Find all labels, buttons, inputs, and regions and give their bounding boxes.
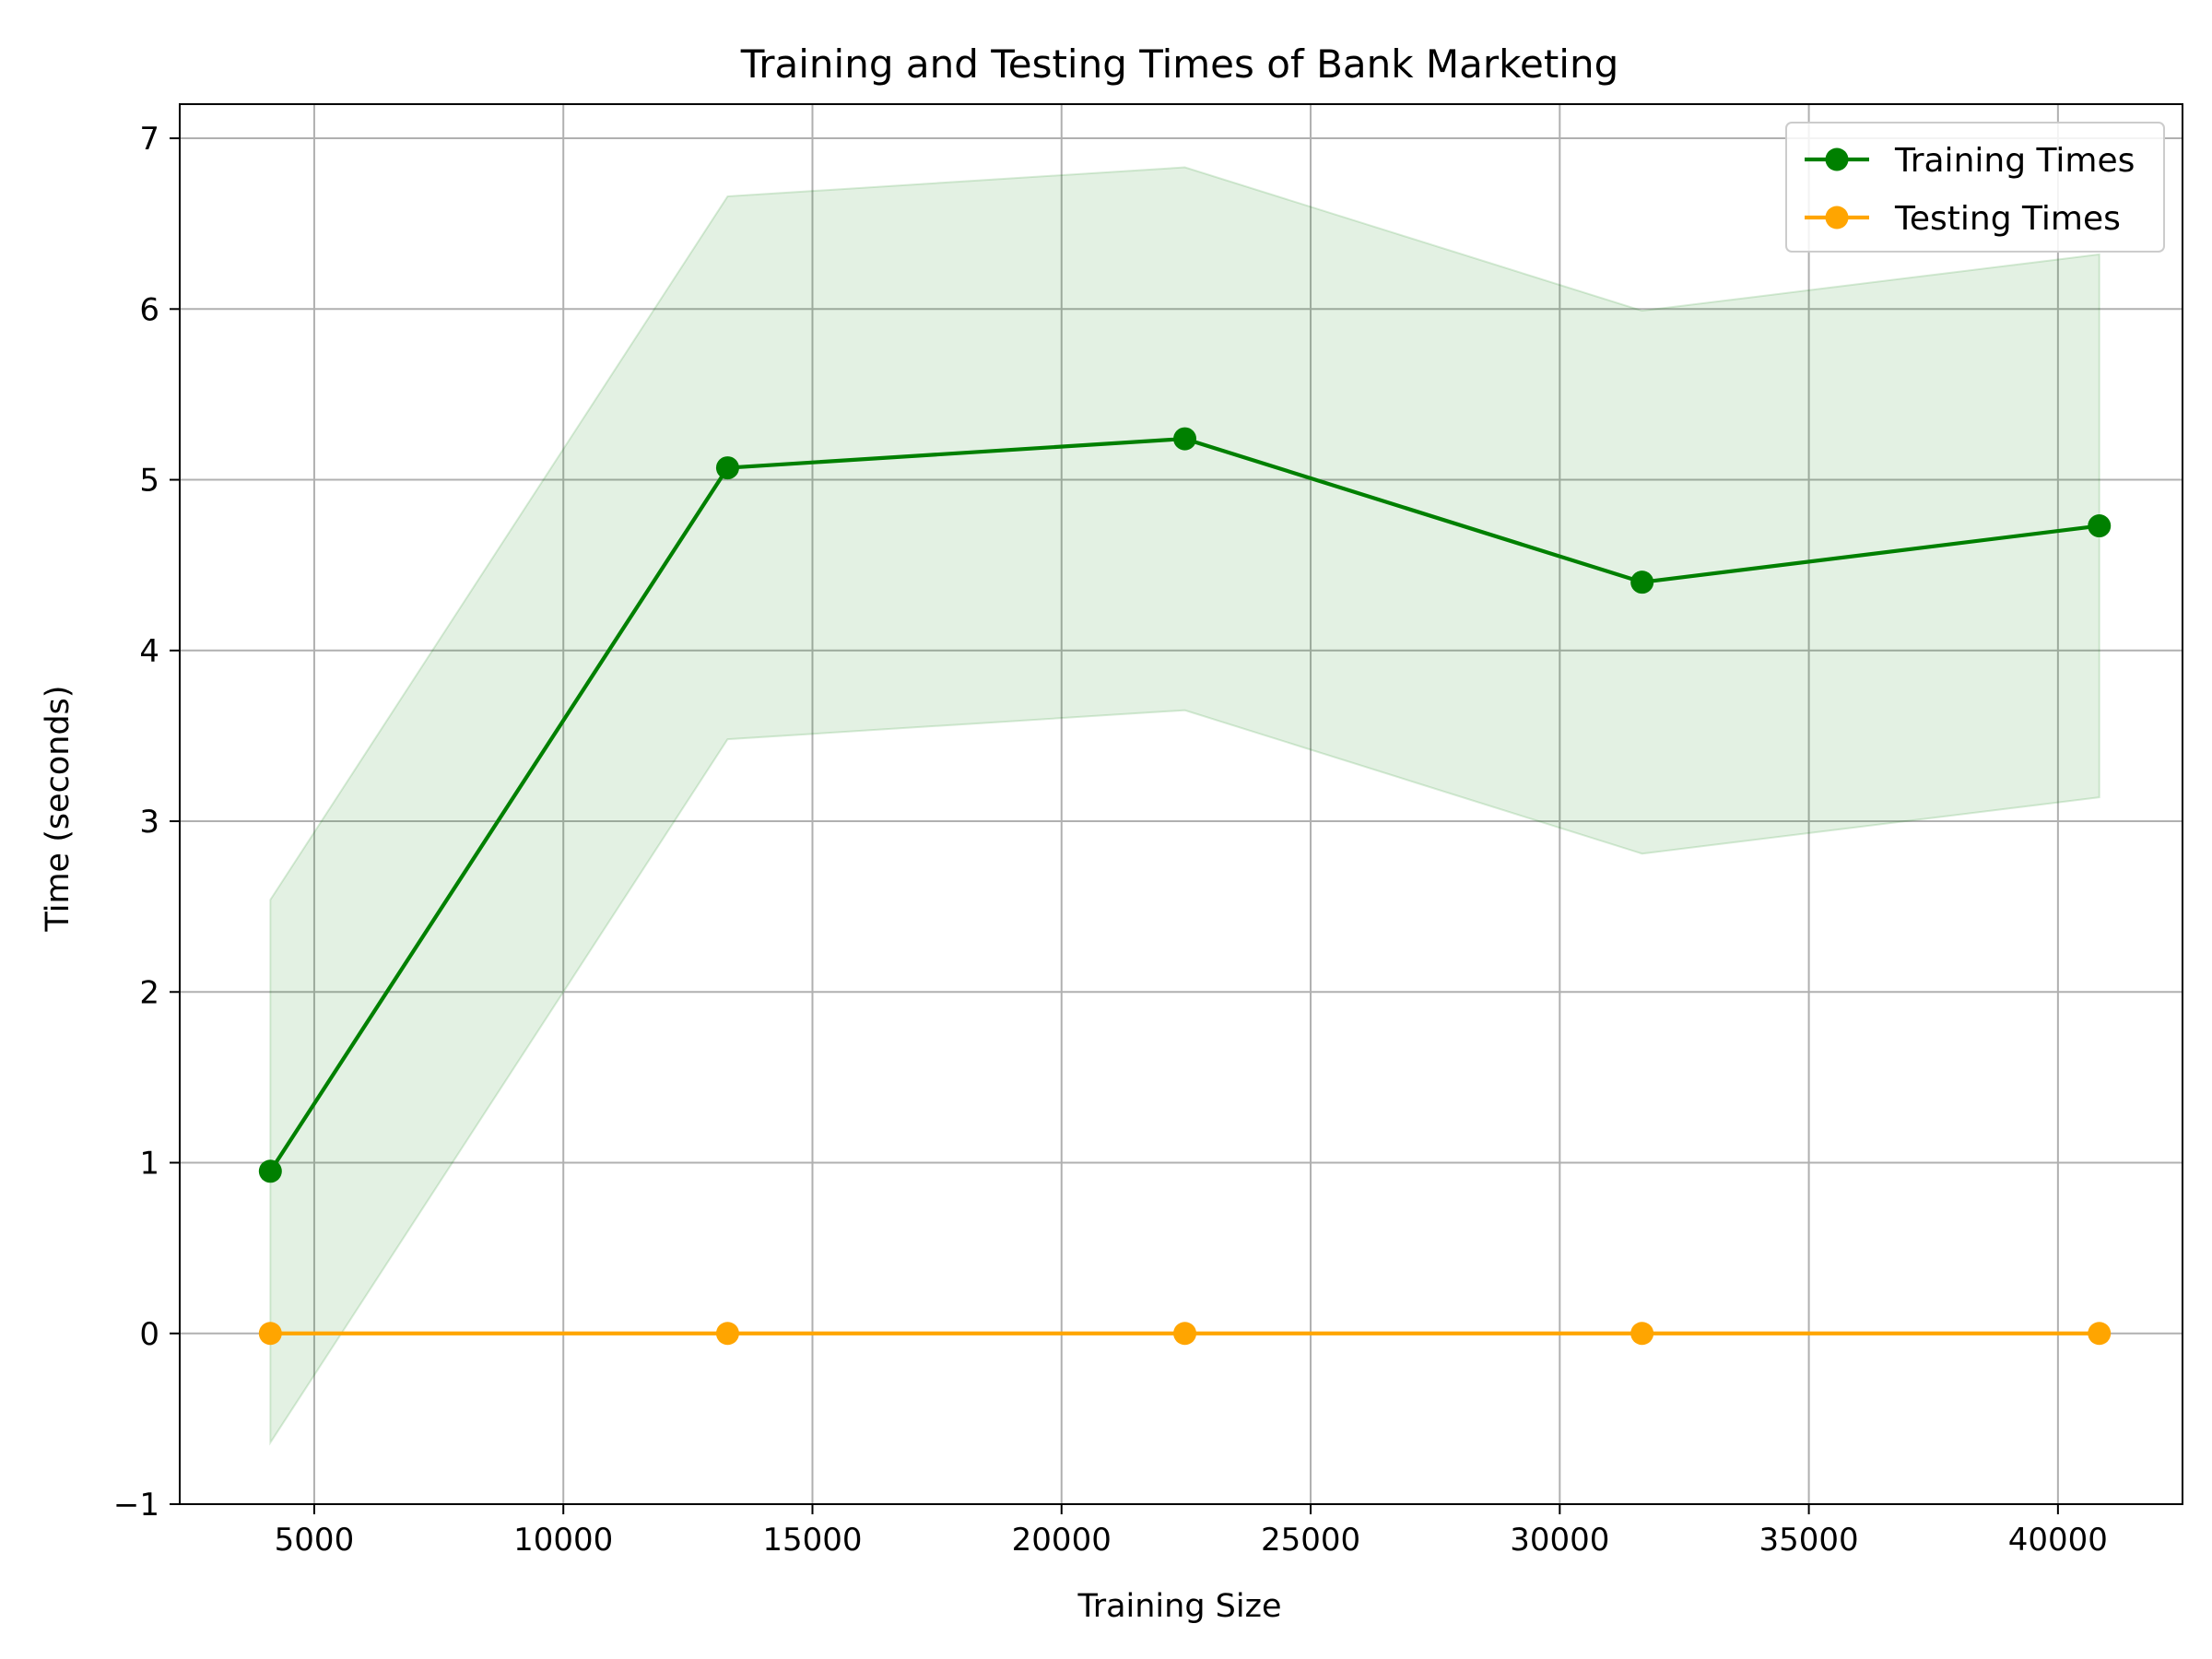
data-point (1173, 427, 1197, 451)
x-tick-label: 5000 (275, 1522, 355, 1559)
plot-area-frame (179, 103, 2183, 1505)
confidence-band (269, 166, 2100, 1446)
y-tick-label: 6 (139, 291, 159, 328)
data-point (258, 1322, 282, 1346)
x-axis-ticks: 5000 10000 15000 20000 25000 30000 35000 40000 (275, 1504, 2108, 1559)
legend: Training Times Testing Times (1785, 122, 2165, 253)
x-axis-label: Training Size (1077, 1588, 1281, 1625)
y-tick-label: 7 (139, 121, 159, 158)
x-tick-label: 40000 (2008, 1522, 2108, 1559)
data-point (715, 1322, 739, 1346)
x-tick-label: 30000 (1510, 1522, 1609, 1559)
data-point (1630, 571, 1654, 594)
x-tick-label: 35000 (1759, 1522, 1859, 1559)
y-tick-label: 1 (139, 1146, 159, 1182)
data-point (2088, 514, 2112, 538)
data-point (258, 1159, 282, 1183)
y-tick-label: −1 (113, 1487, 159, 1524)
data-point (1630, 1322, 1654, 1346)
legend-marker (1825, 147, 1849, 171)
y-tick-label: 5 (139, 463, 159, 500)
x-tick-label: 15000 (762, 1522, 862, 1559)
legend-label: Training Times (1894, 142, 2135, 180)
y-tick-label: 3 (139, 804, 159, 841)
y-axis-ticks: −1 0 1 2 3 4 5 6 7 (113, 121, 180, 1524)
x-tick-label: 20000 (1012, 1522, 1112, 1559)
x-tick-label: 25000 (1261, 1522, 1360, 1559)
y-tick-label: 4 (139, 633, 159, 670)
series-lines (258, 427, 2112, 1346)
legend-marker (1825, 206, 1849, 229)
data-point (715, 456, 739, 480)
legend-label: Testing Times (1894, 200, 2121, 238)
chart-title: Training and Testing Times of Bank Marke… (740, 41, 1618, 87)
confidence-bands (269, 166, 2100, 1446)
data-point (2088, 1322, 2112, 1346)
y-axis-label: Time (seconds) (40, 685, 76, 932)
y-tick-label: 0 (139, 1316, 159, 1353)
y-tick-label: 2 (139, 974, 159, 1011)
legend-box (1785, 122, 2165, 253)
x-tick-label: 10000 (513, 1522, 613, 1559)
data-point (1173, 1322, 1197, 1346)
